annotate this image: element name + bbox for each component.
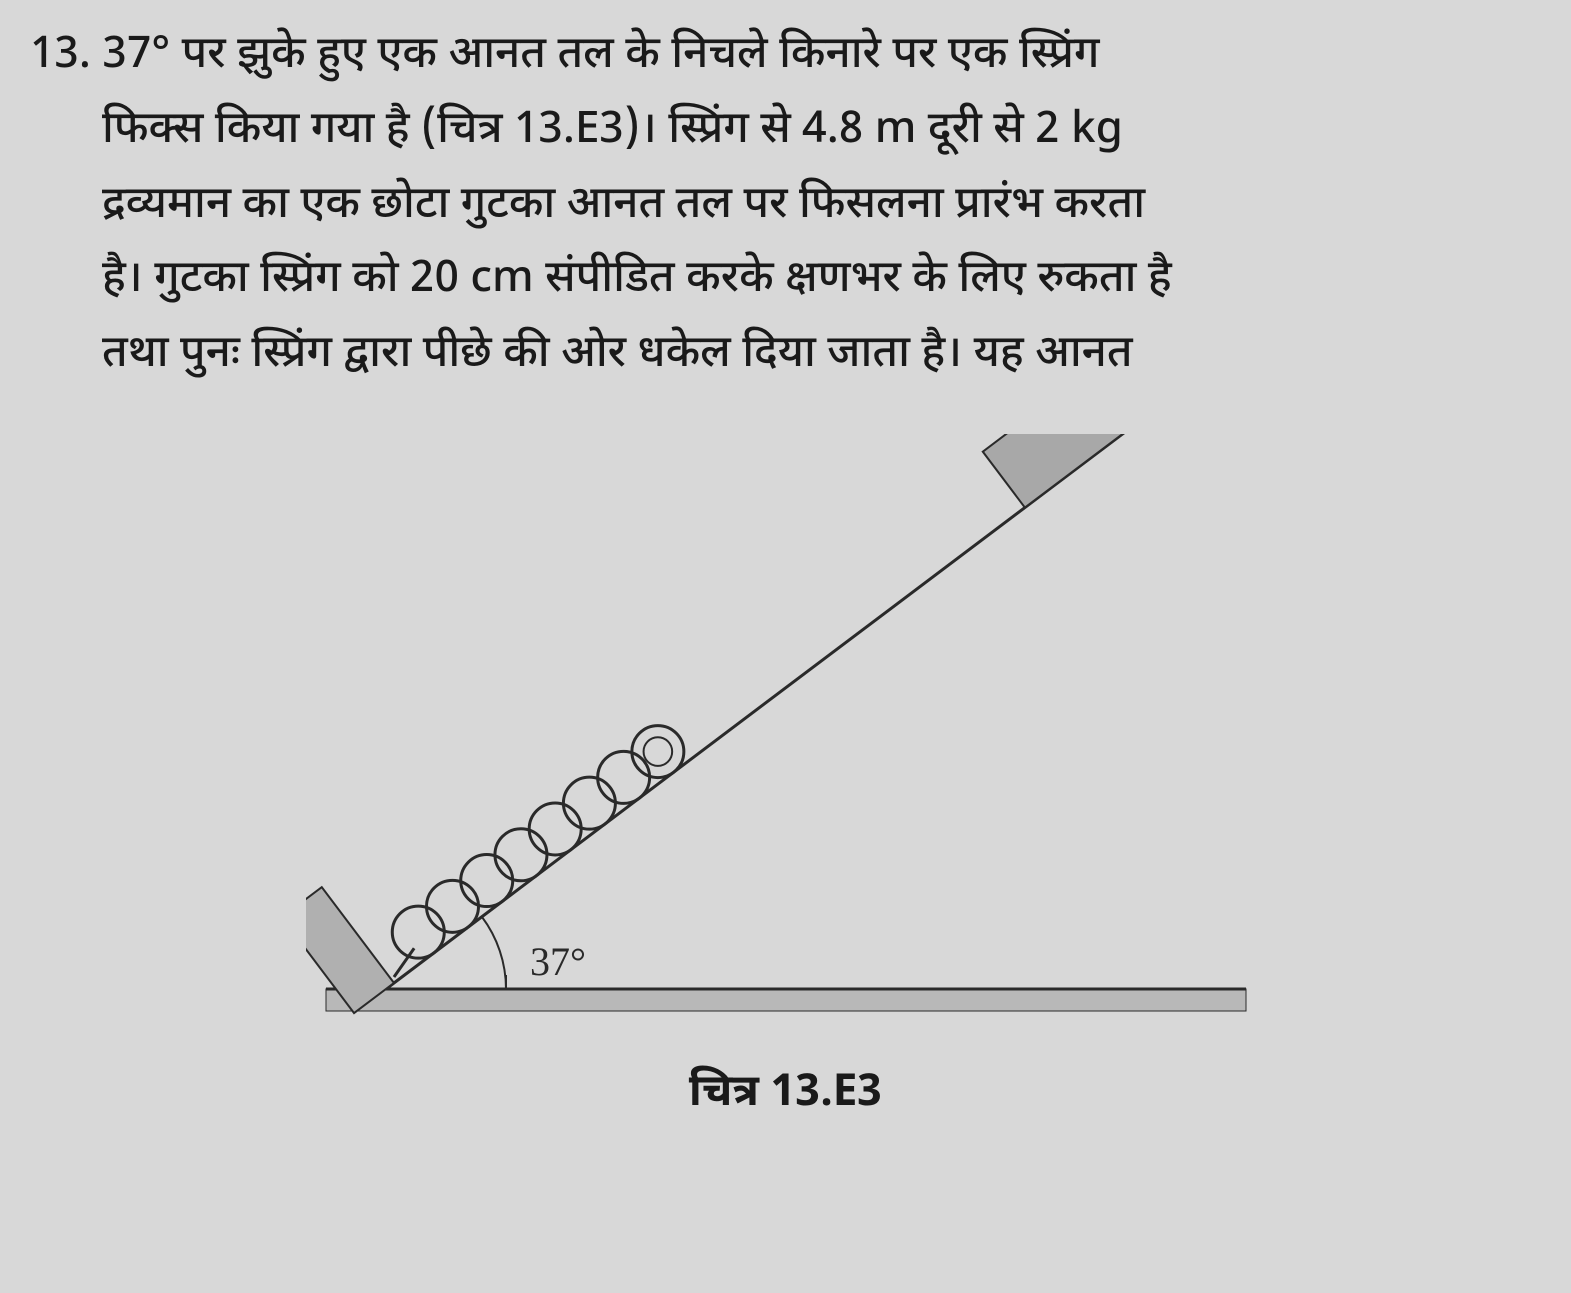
question-line-1: 37° पर झुके हुए एक आनत तल के निचले किनार… <box>102 28 1099 85</box>
figure-caption: चित्र 13.E3 <box>689 1066 882 1123</box>
question-line-4: है। गुटका स्प्रिंग को 20 cm संपीडित करके… <box>30 244 1541 319</box>
question-text: 13. 37° पर झुके हुए एक आनत तल के निचले क… <box>30 20 1541 394</box>
question-number: 13. <box>30 28 91 85</box>
question-line-5: तथा पुनः स्प्रिंग द्वारा पीछे की ओर धकेल… <box>30 319 1541 394</box>
incline-diagram: 37° <box>306 434 1266 1054</box>
angle-label: 37° <box>530 939 586 984</box>
question-line-2: फिक्स किया गया है (चित्र 13.E3)। स्प्रिं… <box>30 95 1541 170</box>
question-line-3: द्रव्यमान का एक छोटा गुटका आनत तल पर फिस… <box>30 170 1541 245</box>
